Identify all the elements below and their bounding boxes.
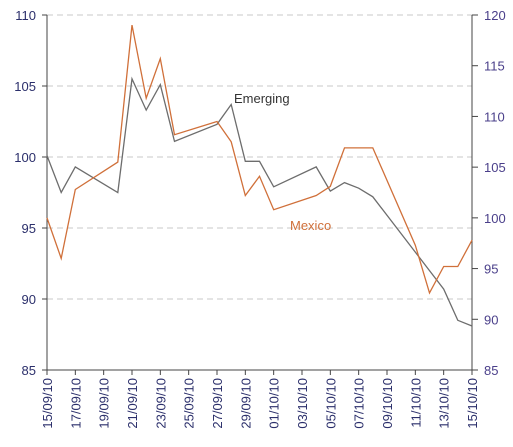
series-label: Mexico: [290, 218, 331, 233]
x-tick-label: 11/10/10: [408, 378, 423, 428]
x-tick-label: 01/10/10: [267, 378, 282, 429]
x-tick-label: 23/09/10: [153, 378, 168, 429]
y2-tick-label: 85: [484, 363, 498, 378]
y2-tick-label: 100: [484, 211, 506, 226]
x-tick-label: 29/09/10: [238, 378, 253, 429]
y2-tick-label: 95: [484, 262, 498, 277]
x-tick-label: 09/10/10: [380, 378, 395, 429]
y2-tick-label: 105: [484, 160, 506, 175]
x-tick-label: 15/10/10: [465, 378, 480, 429]
y-tick-label: 100: [14, 150, 36, 165]
x-tick-label: 19/09/10: [97, 378, 112, 429]
x-tick-label: 17/09/10: [68, 378, 83, 429]
y-tick-label: 110: [15, 8, 36, 23]
x-tick-label: 05/10/10: [323, 378, 338, 429]
y-tick-label: 95: [22, 221, 36, 236]
x-tick-label: 27/09/10: [210, 378, 225, 429]
series-line: [46, 24, 473, 295]
x-tick-label: 15/09/10: [40, 378, 55, 429]
x-tick-label: 25/09/10: [182, 378, 197, 429]
series-label: Emerging: [234, 91, 290, 106]
y-tick-label: 90: [22, 292, 36, 307]
y2-tick-label: 115: [484, 59, 505, 74]
y-tick-label: 85: [22, 363, 36, 378]
y2-tick-label: 110: [484, 109, 505, 124]
y2-tick-label: 90: [484, 312, 498, 327]
x-tick-label: 21/09/10: [125, 378, 140, 429]
x-tick-label: 03/10/10: [295, 378, 310, 429]
series-line: [46, 76, 473, 327]
x-tick-label: 07/10/10: [352, 378, 367, 429]
x-tick-label: 13/10/10: [437, 378, 452, 429]
y-tick-label: 105: [14, 79, 36, 94]
y2-tick-label: 120: [484, 8, 506, 23]
